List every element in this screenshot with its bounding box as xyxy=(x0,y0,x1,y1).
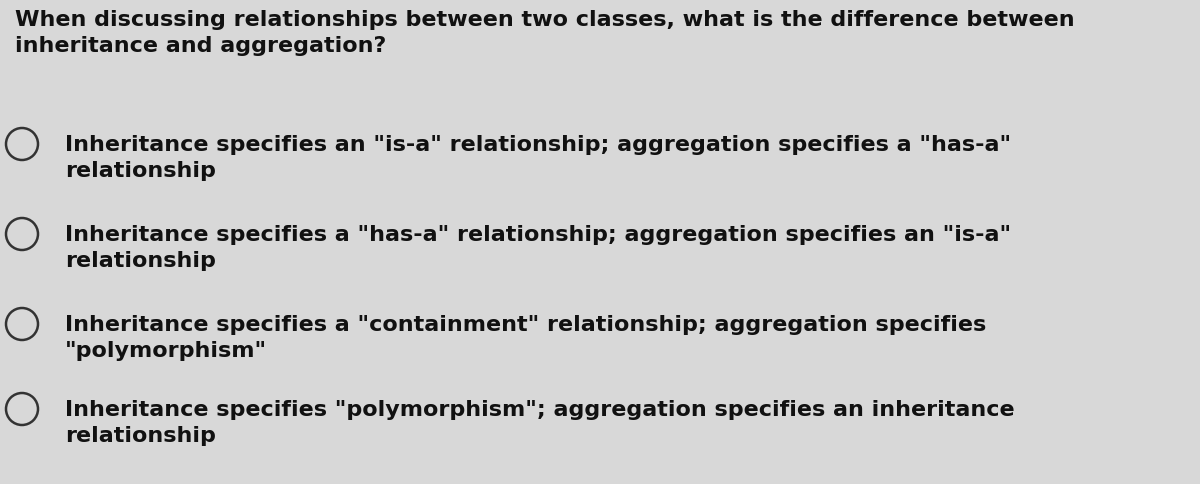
Text: When discussing relationships between two classes, what is the difference betwee: When discussing relationships between tw… xyxy=(14,10,1075,56)
Text: Inheritance specifies "polymorphism"; aggregation specifies an inheritance
relat: Inheritance specifies "polymorphism"; ag… xyxy=(65,399,1015,445)
Text: Inheritance specifies a "containment" relationship; aggregation specifies
"polym: Inheritance specifies a "containment" re… xyxy=(65,314,986,360)
Text: Inheritance specifies an "is-a" relationship; aggregation specifies a "has-a"
re: Inheritance specifies an "is-a" relation… xyxy=(65,135,1012,180)
Text: Inheritance specifies a "has-a" relationship; aggregation specifies an "is-a"
re: Inheritance specifies a "has-a" relation… xyxy=(65,225,1012,270)
